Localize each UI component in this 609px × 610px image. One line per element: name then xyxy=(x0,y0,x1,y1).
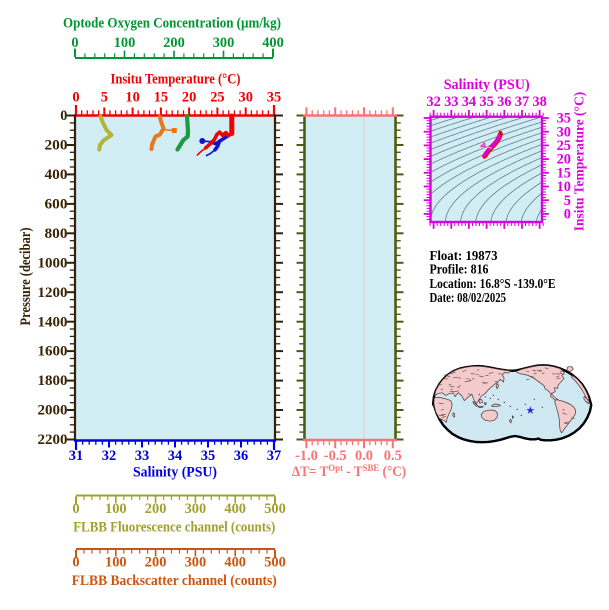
svg-text:20: 20 xyxy=(557,152,571,168)
svg-text:600: 600 xyxy=(45,197,68,213)
svg-text:15: 15 xyxy=(154,90,168,106)
svg-text:0: 0 xyxy=(72,555,79,571)
svg-text:Location: 16.8°S -139.0°E: Location: 16.8°S -139.0°E xyxy=(430,276,556,291)
svg-text:35: 35 xyxy=(201,448,215,464)
svg-text:0: 0 xyxy=(71,35,78,51)
svg-text:1600: 1600 xyxy=(38,344,68,360)
svg-text:25: 25 xyxy=(210,90,224,106)
svg-text:35: 35 xyxy=(267,90,281,106)
svg-text:200: 200 xyxy=(145,501,167,517)
svg-text:36: 36 xyxy=(234,448,248,464)
svg-text:100: 100 xyxy=(105,501,127,517)
svg-text:34: 34 xyxy=(168,448,182,464)
svg-text:34: 34 xyxy=(462,94,476,110)
svg-text:200: 200 xyxy=(163,35,185,51)
svg-text:Insitu Temperature (°C): Insitu Temperature (°C) xyxy=(572,92,587,231)
svg-text:Optode Oxygen Concentration (µ: Optode Oxygen Concentration (µm/kg) xyxy=(63,16,281,32)
svg-text:1000: 1000 xyxy=(38,255,68,271)
svg-text:100: 100 xyxy=(105,555,127,571)
svg-text:31: 31 xyxy=(69,448,83,464)
svg-text:Pressure (decibar): Pressure (decibar) xyxy=(18,227,34,325)
svg-text:33: 33 xyxy=(444,94,458,110)
svg-text:1400: 1400 xyxy=(38,314,68,330)
svg-text:32: 32 xyxy=(426,94,440,110)
svg-text:10: 10 xyxy=(557,179,571,195)
svg-text:35: 35 xyxy=(557,111,571,127)
svg-text:36: 36 xyxy=(497,94,511,110)
svg-text:400: 400 xyxy=(224,501,246,517)
svg-text:Insitu Temperature (°C): Insitu Temperature (°C) xyxy=(111,72,241,88)
svg-text:FLBB Fluorescence channel (cou: FLBB Fluorescence channel (counts) xyxy=(73,520,275,536)
svg-text:20: 20 xyxy=(182,90,196,106)
svg-text:400: 400 xyxy=(262,35,284,51)
svg-text:0: 0 xyxy=(72,501,79,517)
svg-text:30: 30 xyxy=(239,90,253,106)
svg-text:800: 800 xyxy=(45,226,68,242)
svg-text:Float: 19873: Float: 19873 xyxy=(430,248,498,263)
svg-text:1800: 1800 xyxy=(38,373,68,389)
svg-text:-0.5: -0.5 xyxy=(324,448,347,464)
svg-text:33: 33 xyxy=(135,448,149,464)
svg-text:Date: 08/02/2025: Date: 08/02/2025 xyxy=(430,290,507,305)
svg-text:32: 32 xyxy=(102,448,116,464)
svg-text:25: 25 xyxy=(557,138,571,154)
svg-text:ΔT= TOpt - TSBE (°C): ΔT= TOpt - TSBE (°C) xyxy=(292,463,406,480)
svg-text:500: 500 xyxy=(264,555,286,571)
svg-text:FLBB Backscatter channel (coun: FLBB Backscatter channel (counts) xyxy=(72,573,277,589)
svg-text:2200: 2200 xyxy=(38,432,68,448)
svg-text:1200: 1200 xyxy=(38,285,68,301)
svg-text:0: 0 xyxy=(72,90,79,106)
svg-text:2000: 2000 xyxy=(38,403,68,419)
svg-text:5: 5 xyxy=(101,90,108,106)
svg-text:300: 300 xyxy=(185,555,207,571)
svg-text:0: 0 xyxy=(60,108,67,124)
svg-text:35: 35 xyxy=(479,94,493,110)
svg-text:10: 10 xyxy=(125,90,139,106)
svg-text:300: 300 xyxy=(185,501,207,517)
svg-text:300: 300 xyxy=(213,35,235,51)
svg-text:0.0: 0.0 xyxy=(355,448,373,464)
svg-text:Salinity (PSU): Salinity (PSU) xyxy=(133,465,217,481)
svg-text:Salinity (PSU): Salinity (PSU) xyxy=(444,77,530,93)
svg-text:0.5: 0.5 xyxy=(384,448,402,464)
svg-text:38: 38 xyxy=(532,94,546,110)
svg-text:-1.0: -1.0 xyxy=(295,448,318,464)
svg-text:0: 0 xyxy=(564,207,571,223)
svg-text:200: 200 xyxy=(45,138,68,154)
svg-text:37: 37 xyxy=(267,448,281,464)
svg-text:Profile: 816: Profile: 816 xyxy=(430,261,489,276)
svg-text:30: 30 xyxy=(557,124,571,140)
svg-text:500: 500 xyxy=(264,501,286,517)
svg-text:200: 200 xyxy=(145,555,167,571)
svg-text:400: 400 xyxy=(224,555,246,571)
svg-text:5: 5 xyxy=(564,193,571,209)
svg-text:100: 100 xyxy=(114,35,136,51)
svg-text:15: 15 xyxy=(557,165,571,181)
svg-text:400: 400 xyxy=(45,167,68,183)
svg-text:37: 37 xyxy=(515,94,529,110)
